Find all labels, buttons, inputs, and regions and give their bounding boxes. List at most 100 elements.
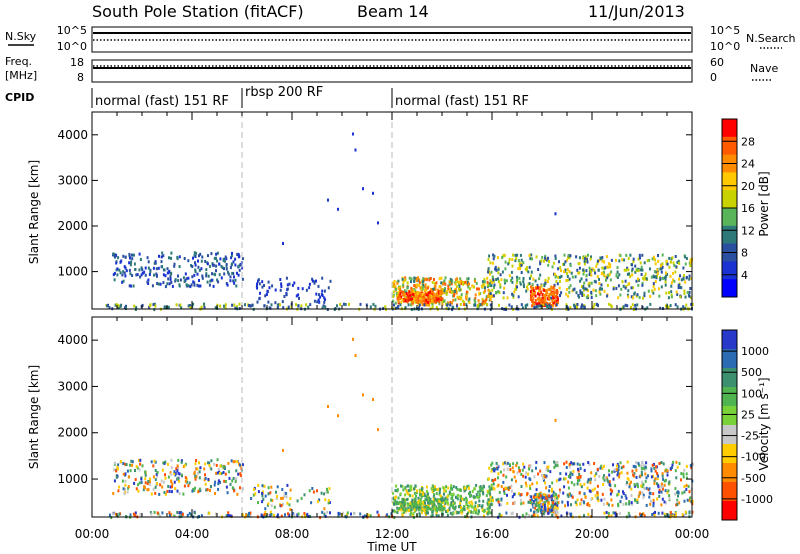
echo-cell: [178, 472, 181, 476]
echo-cell: [374, 304, 377, 308]
echo-cell: [463, 303, 466, 306]
echo-cell: [350, 512, 352, 516]
echo-cell: [610, 498, 613, 502]
echo-cell: [689, 464, 692, 468]
nave-ytick-top: 60: [710, 56, 724, 69]
echo-cell: [600, 283, 603, 287]
echo-cell: [112, 252, 115, 256]
echo-cell: [465, 496, 467, 500]
echo-cell: [134, 268, 137, 271]
echo-cell: [223, 465, 226, 469]
echo-cell: [431, 303, 434, 307]
echo-cell: [424, 283, 427, 287]
echo-cell: [257, 490, 260, 494]
echo-cell: [445, 292, 448, 296]
echo-cell: [666, 272, 669, 276]
echo-cell: [545, 468, 548, 472]
echo-cell: [435, 292, 438, 296]
echo-cell: [676, 292, 679, 296]
echo-cell: [460, 297, 462, 301]
echo-cell: [483, 280, 486, 284]
echo-cell: [410, 292, 413, 296]
echo-cell: [491, 461, 494, 465]
echo-cell: [672, 271, 674, 275]
colorbar-swatch: [722, 225, 737, 245]
echo-cell: [479, 485, 482, 489]
echo-cell: [191, 275, 194, 279]
echo-cell: [128, 268, 131, 272]
echo-cell: [650, 275, 653, 279]
echo-cell: [648, 487, 651, 491]
echo-cell: [595, 472, 598, 476]
echo-cell: [657, 485, 660, 489]
echo-cell: [269, 513, 272, 517]
echo-cell: [529, 257, 532, 261]
echo-cell: [216, 471, 219, 475]
echo-cell: [530, 296, 532, 300]
echo-cell: [133, 513, 136, 517]
echo-cell: [531, 283, 534, 287]
colorbar-tick-label: 20: [741, 180, 755, 193]
echo-cell: [429, 497, 432, 501]
echo-cell: [313, 280, 316, 284]
echo-cell: [578, 256, 581, 260]
echo-cell: [590, 497, 593, 501]
echo-cell: [423, 303, 426, 307]
echo-cell: [547, 295, 550, 299]
echo-cell: [661, 474, 664, 478]
colorbar-swatch: [722, 330, 737, 350]
echo-cell: [626, 471, 629, 475]
echo-cell: [550, 508, 553, 512]
echo-cell: [528, 514, 531, 517]
echo-cell: [506, 461, 509, 465]
echo-cell: [182, 276, 185, 280]
echo-cell: [593, 462, 596, 465]
echo-cell: [568, 465, 571, 469]
echo-cell: [169, 275, 172, 278]
echo-cell: [637, 277, 639, 281]
echo-cell: [525, 484, 528, 488]
echo-cell: [631, 303, 634, 307]
echo-cell: [683, 490, 686, 494]
echo-cell: [580, 498, 583, 502]
echo-cell: [354, 354, 357, 357]
echo-cell: [560, 514, 563, 518]
echo-cell: [435, 306, 438, 309]
echo-cell: [554, 464, 557, 468]
echo-cell: [135, 273, 138, 277]
echo-cell: [536, 286, 539, 290]
echo-cell: [130, 260, 133, 264]
echo-cell: [495, 278, 498, 281]
echo-cell: [688, 294, 691, 298]
echo-cell: [159, 514, 161, 518]
echo-cell: [449, 511, 452, 515]
echo-cell: [502, 473, 505, 477]
beam-label: Beam 14: [357, 2, 429, 21]
echo-cell: [217, 468, 220, 471]
echo-cell: [545, 258, 548, 262]
echo-cell: [557, 501, 560, 504]
echo-cell: [619, 254, 622, 258]
echo-cell: [526, 287, 529, 291]
echo-cell: [367, 514, 370, 518]
echo-cell: [164, 274, 167, 278]
echo-cell: [425, 293, 428, 297]
echo-cell: [454, 298, 457, 302]
echo-cell: [117, 463, 120, 467]
echo-cell: [545, 486, 548, 490]
echo-cell: [577, 479, 579, 483]
echo-cell: [571, 495, 574, 499]
colorbar-swatch: [722, 190, 737, 209]
echo-cell: [563, 462, 566, 466]
echo-cell: [559, 294, 561, 297]
echo-cell: [669, 512, 672, 516]
echo-cell: [488, 254, 491, 258]
echo-cell: [521, 306, 524, 310]
echo-cell: [550, 489, 553, 493]
echo-cell: [156, 511, 159, 515]
echo-cell: [596, 275, 599, 279]
echo-cell: [117, 304, 120, 308]
echo-cell: [633, 292, 636, 296]
echo-cell: [185, 283, 188, 287]
echo-cell: [297, 512, 300, 516]
